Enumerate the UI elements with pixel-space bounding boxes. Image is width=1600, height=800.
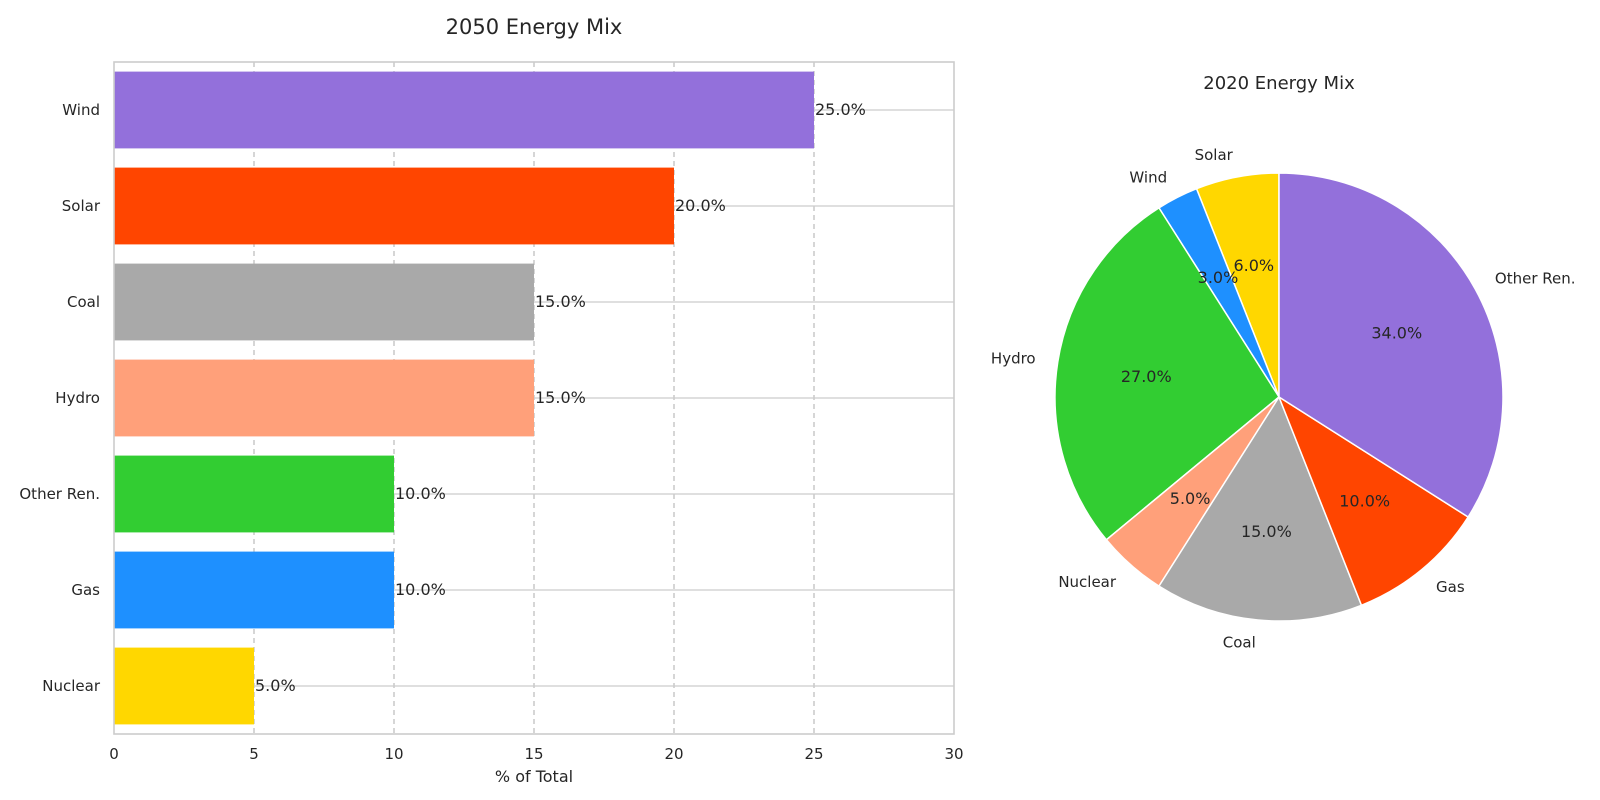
category-label-solar: Solar: [62, 197, 101, 215]
pie-label-hydro: Hydro: [991, 349, 1036, 367]
pie-chart-slices: [1054, 172, 1504, 622]
pie-chart-labels: Solar Wind Hydro Nuclear Coal Gas Other Ren.: [991, 146, 1576, 651]
data-label-other-ren: 10.0%: [395, 484, 446, 503]
pie-slice-other-ren: [1278, 172, 1504, 519]
bar-other-ren: [114, 455, 394, 533]
pie-chart-title: 2020 Energy Mix: [1203, 73, 1355, 94]
pie-slice-gas: [1277, 395, 1470, 607]
bar-hydro: [114, 359, 534, 437]
x-tick-label: 15: [524, 745, 543, 763]
category-label-hydro: Hydro: [55, 389, 100, 407]
bar-chart-bars: [114, 71, 814, 725]
bar-nuclear: [114, 647, 254, 725]
bar-coal: [114, 263, 534, 341]
data-label-solar: 20.0%: [675, 196, 726, 215]
pie-label-wind: Wind: [1129, 168, 1167, 186]
category-label-gas: Gas: [71, 581, 100, 599]
bar-chart-title: 2050 Energy Mix: [446, 15, 623, 39]
bar-chart-data-labels: 25.0% 20.0% 15.0% 15.0% 10.0% 10.0% 5.0%: [255, 100, 866, 695]
pie-chart-percent-labels: 6.0%3.0% 27.0% 5.0% 15.0% 10.0% 34.0%: [1121, 256, 1422, 541]
pie-label-other-ren: Other Ren.: [1495, 269, 1576, 287]
category-label-coal: Coal: [67, 293, 100, 311]
data-label-coal: 15.0%: [535, 292, 586, 311]
pie-slice-hydro: [1054, 206, 1280, 541]
x-tick-label: 25: [804, 745, 823, 763]
bar-chart-x-ticks: 0 5 10 15 20 25 30: [109, 745, 963, 763]
data-label-hydro: 15.0%: [535, 388, 586, 407]
pie-slice-coal: [1157, 395, 1363, 622]
pie-label-gas: Gas: [1436, 578, 1465, 596]
bar-chart-category-labels: Wind Solar Coal Hydro Other Ren. Gas Nuclear: [19, 101, 100, 695]
bar-gas: [114, 551, 394, 629]
x-tick-label: 30: [944, 745, 963, 763]
x-tick-label: 10: [384, 745, 403, 763]
pie-percent-coal: 15.0%: [1241, 522, 1292, 541]
pie-percent-solar: 6.0%: [1233, 256, 1274, 275]
x-tick-label: 5: [249, 745, 259, 763]
data-label-gas: 10.0%: [395, 580, 446, 599]
category-label-nuclear: Nuclear: [42, 677, 101, 695]
bar-solar: [114, 167, 674, 245]
data-label-wind: 25.0%: [815, 100, 866, 119]
bar-chart-2050: 2050 Energy Mix 0 5 10 15 20 25 30 Wind Solar Co…: [19, 15, 963, 786]
category-label-wind: Wind: [62, 101, 100, 119]
pie-percent-wind: 3.0%: [1198, 268, 1239, 287]
category-label-other-ren: Other Ren.: [19, 485, 100, 503]
pie-label-nuclear: Nuclear: [1058, 573, 1117, 591]
pie-chart-2020: 2020 Energy Mix Solar Wind Hydro Nuclear Coa…: [991, 73, 1576, 651]
pie-label-coal: Coal: [1223, 633, 1256, 651]
bar-wind: [114, 71, 814, 149]
x-tick-label: 20: [664, 745, 683, 763]
data-label-nuclear: 5.0%: [255, 676, 296, 695]
x-tick-label: 0: [109, 745, 119, 763]
pie-percent-gas: 10.0%: [1339, 492, 1390, 511]
pie-percent-nuclear: 5.0%: [1170, 489, 1211, 508]
bar-chart-x-axis-label: % of Total: [495, 767, 573, 786]
bar-chart-frame: [113, 61, 955, 735]
pie-label-solar: Solar: [1195, 146, 1234, 164]
pie-percent-other-ren: 34.0%: [1371, 323, 1422, 342]
pie-percent-hydro: 27.0%: [1121, 367, 1172, 386]
